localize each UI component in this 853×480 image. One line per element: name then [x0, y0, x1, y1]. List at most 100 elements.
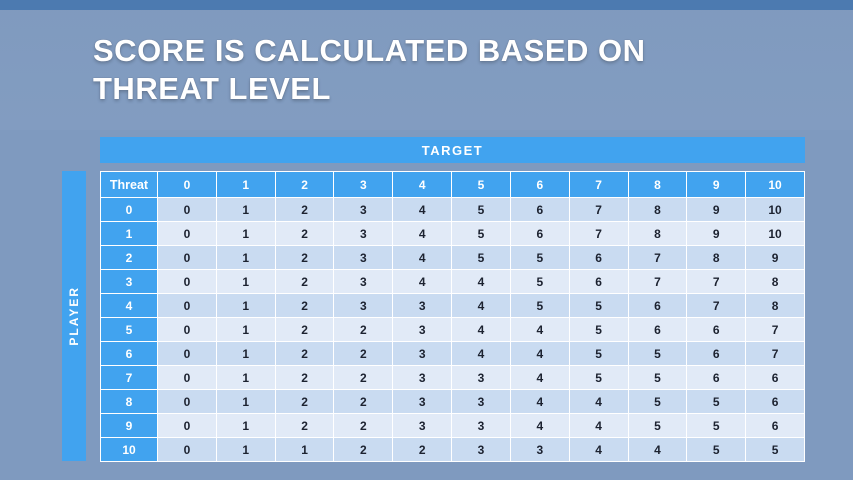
score-cell: 3 — [451, 389, 511, 414]
score-cell: 9 — [686, 197, 747, 222]
score-cell: 5 — [686, 413, 747, 438]
score-cell: 1 — [215, 437, 276, 462]
score-cell: 3 — [392, 293, 453, 318]
score-cell: 6 — [568, 269, 629, 294]
score-cell: 7 — [686, 293, 747, 318]
score-cell: 2 — [333, 437, 394, 462]
score-cell: 0 — [157, 221, 217, 246]
score-cell: 5 — [509, 293, 570, 318]
score-cell: 6 — [509, 221, 570, 246]
threat-row-header-1: 1 — [100, 221, 158, 246]
score-cell: 7 — [745, 317, 805, 342]
score-cell: 3 — [392, 317, 453, 342]
score-cell: 4 — [451, 293, 511, 318]
target-column-header-10: 10 — [745, 171, 805, 198]
score-cell: 9 — [686, 221, 747, 246]
score-cell: 2 — [274, 269, 335, 294]
score-cell: 6 — [745, 389, 805, 414]
target-column-header-4: 4 — [392, 171, 453, 198]
score-table: Threat 0 1 2 3 4 5 6 7 8 9 10 0 0 1 2 3 4 5 6 7 8 9 10 1 0 1 2 3 4 5 6… — [100, 171, 805, 462]
score-cell: 2 — [274, 341, 335, 366]
score-cell: 3 — [451, 437, 511, 462]
score-cell: 5 — [568, 317, 629, 342]
score-cell: 4 — [392, 197, 453, 222]
score-cell: 3 — [392, 389, 453, 414]
score-cell: 6 — [627, 317, 688, 342]
score-cell: 0 — [157, 197, 217, 222]
score-cell: 2 — [333, 341, 394, 366]
score-cell: 8 — [686, 245, 747, 270]
score-cell: 9 — [745, 245, 805, 270]
score-cell: 4 — [392, 245, 453, 270]
score-cell: 4 — [509, 413, 570, 438]
score-cell: 10 — [745, 221, 805, 246]
score-cell: 4 — [451, 269, 511, 294]
score-table-header-row: Threat 0 1 2 3 4 5 6 7 8 9 10 — [100, 171, 805, 198]
score-cell: 1 — [215, 317, 276, 342]
score-cell: 1 — [215, 341, 276, 366]
score-cell: 8 — [627, 221, 688, 246]
score-cell: 4 — [509, 389, 570, 414]
target-column-header-3: 3 — [333, 171, 394, 198]
score-cell: 6 — [568, 245, 629, 270]
score-cell: 1 — [215, 245, 276, 270]
score-cell: 4 — [627, 437, 688, 462]
score-cell: 2 — [274, 197, 335, 222]
page-title-line1: SCORE IS CALCULATED BASED ON — [93, 33, 646, 68]
score-cell: 2 — [274, 365, 335, 390]
score-cell: 3 — [392, 365, 453, 390]
score-cell: 3 — [392, 341, 453, 366]
corner-cell-threat: Threat — [100, 171, 158, 198]
score-cell: 2 — [274, 317, 335, 342]
page-title: SCORE IS CALCULATED BASED ON THREAT LEVEL — [93, 32, 733, 108]
score-table-row-threat-1: 1 0 1 2 3 4 5 6 7 8 9 10 — [100, 221, 805, 246]
page-title-line2: THREAT LEVEL — [93, 71, 331, 106]
target-column-header-6: 6 — [509, 171, 570, 198]
score-cell: 6 — [686, 341, 747, 366]
score-cell: 0 — [157, 389, 217, 414]
target-column-header-0: 0 — [157, 171, 217, 198]
score-cell: 0 — [157, 341, 217, 366]
score-cell: 2 — [274, 413, 335, 438]
target-axis-header: TARGET — [100, 137, 805, 163]
score-cell: 5 — [568, 365, 629, 390]
score-cell: 1 — [274, 437, 335, 462]
threat-row-header-7: 7 — [100, 365, 158, 390]
score-cell: 1 — [215, 293, 276, 318]
threat-row-header-3: 3 — [100, 269, 158, 294]
score-cell: 1 — [215, 221, 276, 246]
score-cell: 4 — [509, 365, 570, 390]
score-cell: 0 — [157, 245, 217, 270]
score-cell: 2 — [333, 317, 394, 342]
score-cell: 2 — [274, 293, 335, 318]
score-cell: 4 — [451, 317, 511, 342]
score-cell: 5 — [686, 389, 747, 414]
score-cell: 2 — [392, 437, 453, 462]
score-cell: 0 — [157, 365, 217, 390]
score-cell: 5 — [627, 413, 688, 438]
score-cell: 1 — [215, 413, 276, 438]
score-cell: 3 — [451, 365, 511, 390]
target-column-header-9: 9 — [686, 171, 747, 198]
score-cell: 4 — [568, 437, 629, 462]
target-column-header-7: 7 — [568, 171, 629, 198]
score-cell: 5 — [451, 245, 511, 270]
score-cell: 7 — [686, 269, 747, 294]
score-cell: 0 — [157, 413, 217, 438]
score-cell: 5 — [627, 341, 688, 366]
score-cell: 0 — [157, 437, 217, 462]
threat-row-header-6: 6 — [100, 341, 158, 366]
score-cell: 6 — [686, 317, 747, 342]
score-cell: 3 — [392, 413, 453, 438]
score-cell: 10 — [745, 197, 805, 222]
score-cell: 1 — [215, 365, 276, 390]
score-cell: 5 — [509, 245, 570, 270]
score-cell: 5 — [568, 293, 629, 318]
score-cell: 4 — [509, 341, 570, 366]
